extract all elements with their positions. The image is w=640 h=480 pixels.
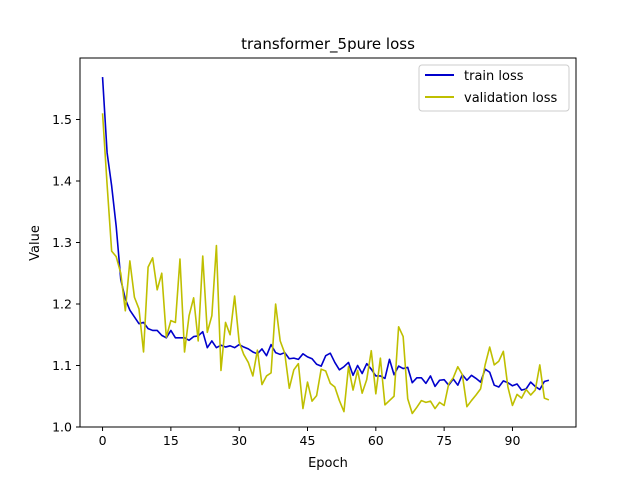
series-line-train-loss [101,77,550,391]
y-tick-label: 1.0 [52,420,72,435]
x-tick-label: 90 [505,433,521,448]
legend-label-train-loss: train loss [464,69,524,84]
x-tick-label: 60 [368,433,384,448]
chart-title: transformer_5pure loss [241,35,415,54]
x-tick-label: 30 [231,433,247,448]
legend-box [418,64,570,112]
y-axis-label: Value [28,225,43,261]
series-line-validation-loss [101,113,550,415]
y-tick-label: 1.1 [52,358,72,373]
y-tick-label: 1.5 [52,112,72,127]
x-tick-label: 15 [163,433,179,448]
x-axis-ticks: 0 15 30 45 60 75 90 [99,427,521,448]
x-tick-label: 45 [300,433,316,448]
y-tick-label: 1.2 [52,297,72,312]
y-tick-label: 1.3 [52,235,72,250]
x-tick-label: 0 [99,433,107,448]
x-tick-label: 75 [436,433,452,448]
legend-label-validation-loss: validation loss [464,91,557,106]
y-tick-label: 1.4 [52,174,72,189]
legend: train loss validation loss [418,64,570,112]
plot-lines [101,77,550,415]
y-axis-ticks: 1.0 1.1 1.2 1.3 1.4 1.5 [52,112,80,435]
x-axis-label: Epoch [308,456,348,471]
